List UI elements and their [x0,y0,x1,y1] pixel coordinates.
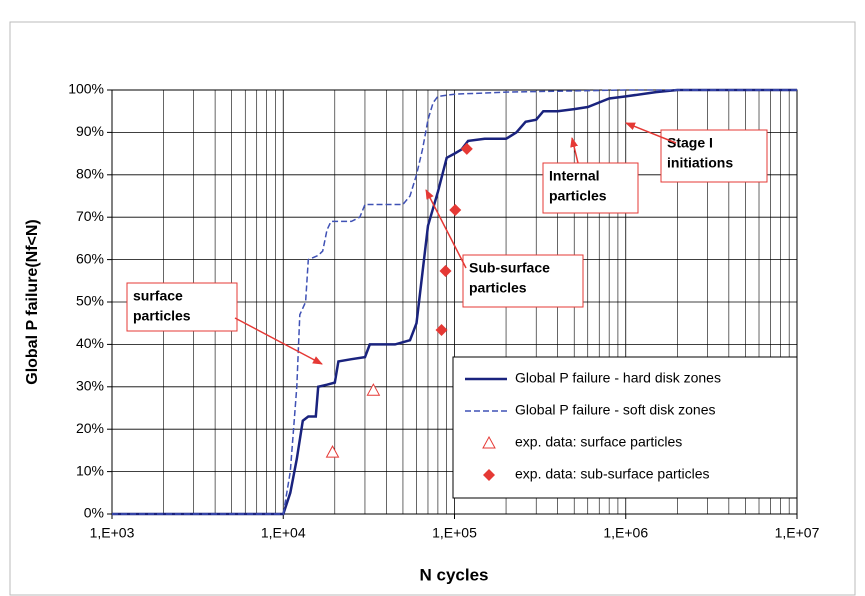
triangle-marker [325,445,340,458]
legend-label: Global P failure - soft disk zones [515,402,716,418]
annotation-arrow [425,189,467,269]
annotation-text: particles [133,308,191,324]
y-tick-label: 90% [76,123,104,139]
y-tick-label: 40% [76,335,104,351]
y-tick-label: 50% [76,293,104,309]
y-tick-label: 70% [76,208,104,224]
diamond-marker [460,142,473,155]
series-line [112,89,797,515]
diamond-marker [439,265,452,278]
legend-label: Global P failure - hard disk zones [515,370,721,386]
annotation-text: initiations [667,155,733,171]
triangle-marker [366,383,381,396]
x-tick-label: 1,E+03 [90,525,135,541]
annotation-text: particles [549,188,607,204]
annotation-text: Internal [549,168,600,184]
y-tick-label: 100% [68,81,104,97]
annotation-text: particles [469,280,527,296]
annotation-box [462,254,584,308]
y-tick-label: 0% [84,505,104,521]
legend-symbol [483,469,495,481]
annotation-arrow [570,137,579,164]
legend-label: exp. data: surface particles [515,434,682,450]
legend-label: exp. data: sub-surface particles [515,466,710,482]
diamond-marker [449,203,462,216]
x-tick-label: 1,E+04 [261,525,306,541]
y-tick-label: 30% [76,378,104,394]
series-line [112,88,797,516]
annotation-box [126,282,238,332]
x-tick-label: 1,E+07 [775,525,820,541]
legend-symbol [482,435,496,449]
y-tick-label: 10% [76,462,104,478]
annotation-arrow [625,122,677,144]
legend-box [452,356,798,499]
annotation-text: Sub-surface [469,260,550,276]
y-tick-label: 20% [76,420,104,436]
annotation-text: surface [133,288,183,304]
plot-border [111,89,798,515]
annotation-box [542,162,639,214]
x-tick-label: 1,E+06 [603,525,648,541]
y-tick-label: 80% [76,166,104,182]
x-axis-label: N cycles [420,565,489,584]
annotation-text: Stage I [667,135,713,151]
y-axis-label: Global P failure(Nf<N) [24,219,41,385]
diamond-marker [435,323,448,336]
x-tick-label: 1,E+05 [432,525,477,541]
y-tick-label: 60% [76,250,104,266]
annotation-arrow [234,317,323,365]
annotation-box [660,129,768,183]
